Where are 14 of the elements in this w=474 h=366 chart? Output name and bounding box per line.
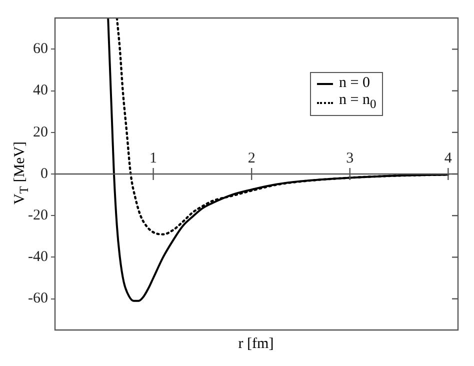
x-tick-label: 2 (248, 150, 256, 166)
x-tick-label: 3 (346, 150, 354, 166)
x-tick-label: 4 (444, 150, 452, 166)
y-tick-label: 60 (33, 41, 48, 58)
y-tick-label: -20 (28, 208, 48, 224)
y-tick-label: 40 (33, 82, 48, 99)
y-tick-label: -40 (28, 249, 48, 266)
y-tick-label: -60 (28, 290, 48, 307)
x-tick-label: 1 (150, 150, 158, 166)
legend-label: n = n$_{0}$ (339, 92, 376, 113)
y-tick-label: 0 (40, 166, 48, 182)
y-tick-label: 20 (33, 124, 48, 140)
legend-label: n = 0 (339, 75, 370, 92)
x-axis-title: r [fm] (238, 336, 274, 353)
